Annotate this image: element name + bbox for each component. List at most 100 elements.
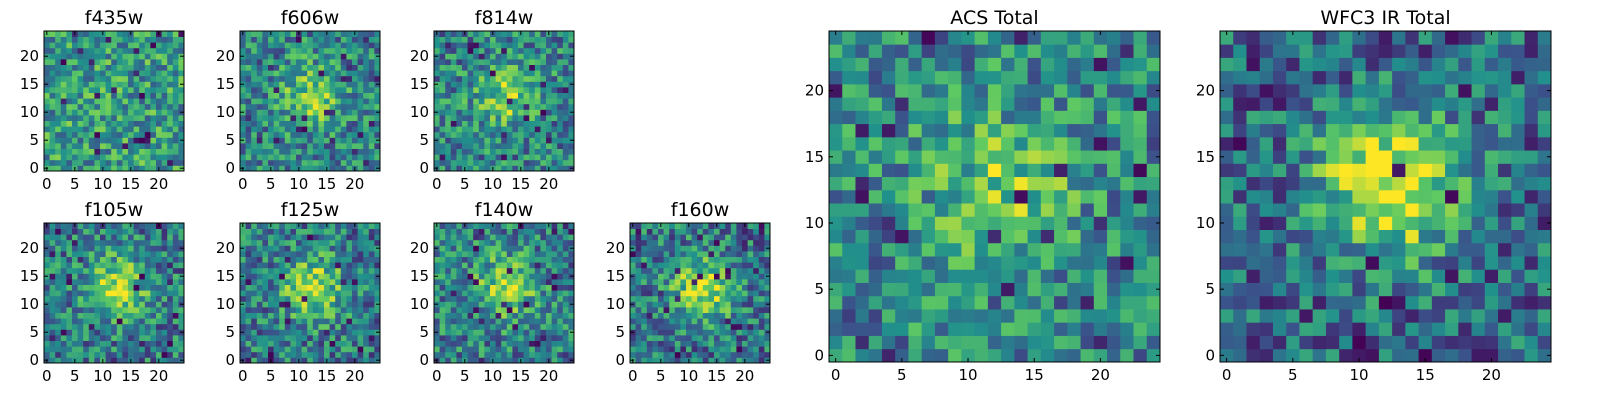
heatmap-cell [77, 318, 84, 325]
heatmap-cell [523, 239, 530, 246]
heatmap-cell [268, 279, 274, 285]
heatmap-cell [357, 346, 364, 353]
heatmap-cell [167, 31, 174, 37]
heatmap-cell [256, 137, 263, 144]
heatmap-cell [842, 242, 856, 257]
heatmap-cell [172, 290, 179, 297]
heatmap-cell [1014, 322, 1028, 336]
heatmap-cell [111, 228, 118, 235]
heatmap-cell [55, 295, 62, 302]
heatmap-cell [116, 301, 123, 308]
heatmap-cell [908, 269, 923, 283]
heatmap-cell [290, 131, 297, 138]
heatmap-cell [363, 109, 370, 116]
heatmap-cell [352, 70, 358, 77]
heatmap-cell [562, 223, 569, 229]
heatmap-cell [708, 318, 715, 325]
heatmap-cell [523, 223, 530, 229]
heatmap-cell [490, 340, 496, 347]
heatmap-cell [346, 159, 353, 166]
heatmap-cell [352, 295, 358, 302]
heatmap-cell [66, 47, 73, 54]
heatmap-cell [167, 340, 174, 347]
heatmap-cell [445, 312, 452, 319]
heatmap-cell [445, 109, 452, 116]
heatmap-cell [256, 290, 263, 297]
heatmap-cell [77, 64, 84, 71]
heatmap-cell [512, 36, 519, 43]
heatmap-cell [161, 120, 168, 127]
heatmap-cell [172, 137, 179, 144]
heatmap-cell [256, 273, 263, 280]
heatmap-cell [262, 148, 269, 155]
heatmap-cell [88, 154, 95, 161]
heatmap-cell [301, 290, 308, 297]
heatmap-cell [60, 290, 67, 297]
heatmap-cell [630, 234, 636, 241]
heatmap-cell [686, 262, 692, 269]
heatmap-cell [562, 284, 569, 291]
heatmap-cell [44, 92, 50, 99]
heatmap-cell [100, 234, 106, 241]
heatmap-cell [974, 229, 989, 244]
heatmap-cell [753, 273, 760, 280]
heatmap-cell [268, 245, 274, 252]
heatmap-cell [646, 239, 653, 246]
heatmap-cell [116, 323, 123, 330]
heatmap-cell [551, 109, 558, 116]
heatmap-cell [100, 335, 106, 341]
heatmap-cell [680, 295, 687, 302]
heatmap-cell [562, 81, 569, 88]
heatmap-cell [1120, 242, 1134, 257]
heatmap-cell [506, 98, 513, 105]
heatmap-cell [697, 307, 704, 313]
heatmap-cell [83, 295, 90, 302]
heatmap-cell [296, 70, 302, 77]
heatmap-cell [83, 239, 90, 246]
heatmap-cell [312, 36, 319, 43]
heatmap-cell [357, 137, 364, 144]
heatmap-cell [128, 239, 134, 246]
heatmap-cell [478, 70, 485, 77]
heatmap-cell [368, 329, 375, 336]
heatmap-cell [139, 307, 146, 313]
heatmap-cell [279, 59, 286, 65]
heatmap-cell [501, 273, 508, 280]
heatmap-cell [439, 351, 446, 358]
heatmap-cell [262, 36, 269, 43]
heatmap-cell [529, 307, 536, 313]
heatmap-cell [450, 87, 457, 93]
heatmap-cell [307, 36, 314, 43]
heatmap-cell [506, 295, 513, 302]
heatmap-cell [439, 256, 446, 263]
heatmap-cell [641, 323, 648, 330]
heatmap-cell [725, 346, 732, 353]
heatmap-cell [462, 47, 468, 54]
heatmap-cell [100, 290, 106, 297]
heatmap-cell [256, 312, 263, 319]
heatmap-cell [94, 295, 101, 302]
heatmap-cell [747, 234, 754, 241]
heatmap-cell [562, 346, 569, 353]
heatmap-cell [144, 98, 151, 105]
heatmap-cell [702, 301, 709, 308]
heatmap-cell [100, 245, 106, 252]
heatmap-cell [702, 228, 709, 235]
heatmap-cell [346, 92, 353, 99]
heatmap-cell [523, 284, 530, 291]
heatmap-cell [1054, 309, 1068, 323]
heatmap-cell [1001, 309, 1015, 323]
heatmap-cell [111, 251, 118, 257]
heatmap-cell [318, 87, 325, 93]
y-tick-label: 20 [410, 47, 429, 65]
heatmap-cell [88, 267, 95, 274]
heatmap-cell [262, 31, 269, 37]
heatmap-cell [262, 357, 269, 364]
heatmap-cell [669, 267, 676, 274]
heatmap-cell [352, 159, 358, 166]
heatmap-cell [557, 335, 564, 341]
heatmap-cell [702, 357, 709, 364]
heatmap-cell [641, 239, 648, 246]
heatmap-cell [540, 329, 547, 336]
